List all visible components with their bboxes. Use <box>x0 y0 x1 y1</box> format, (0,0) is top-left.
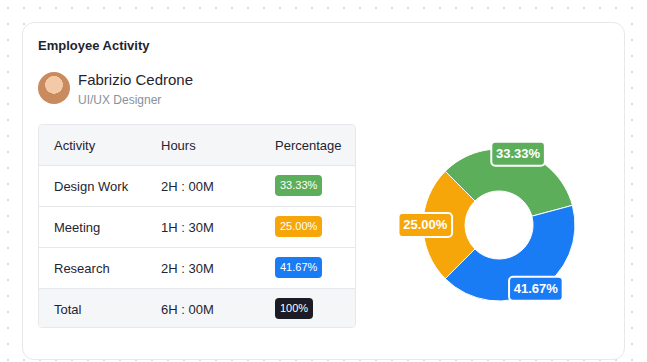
svg-text:33.33%: 33.33% <box>496 146 541 161</box>
html-text:6H : 00M: 6H : 00M <box>161 302 214 317</box>
svg-text:25.00%: 25.00% <box>403 217 448 232</box>
html-text:Hours: Hours <box>161 138 196 153</box>
html-text:Employee Activity: Employee Activity <box>38 38 150 53</box>
html-text:Percentage: Percentage <box>275 138 342 153</box>
svg-text:41.67%: 41.67% <box>514 281 559 296</box>
html-text:Activity: Activity <box>54 138 96 153</box>
html-text:25.00%: 25.00% <box>280 220 318 232</box>
html-text:Research: Research <box>54 261 110 276</box>
html-text:1H : 30M: 1H : 30M <box>161 220 214 235</box>
html-text:33.33%: 33.33% <box>280 179 318 191</box>
html-text:Total: Total <box>54 302 82 317</box>
html-text:Design Work: Design Work <box>54 179 129 194</box>
html-text:41.67%: 41.67% <box>280 261 318 273</box>
html-text:100%: 100% <box>280 302 309 314</box>
html-text:2H : 30M: 2H : 30M <box>161 261 214 276</box>
html-text:Fabrizio Cedrone: Fabrizio Cedrone <box>78 71 194 88</box>
html-text:2H : 00M: 2H : 00M <box>161 179 214 194</box>
html-text:UI/UX Designer: UI/UX Designer <box>78 93 162 107</box>
html-text:Meeting: Meeting <box>54 220 101 235</box>
